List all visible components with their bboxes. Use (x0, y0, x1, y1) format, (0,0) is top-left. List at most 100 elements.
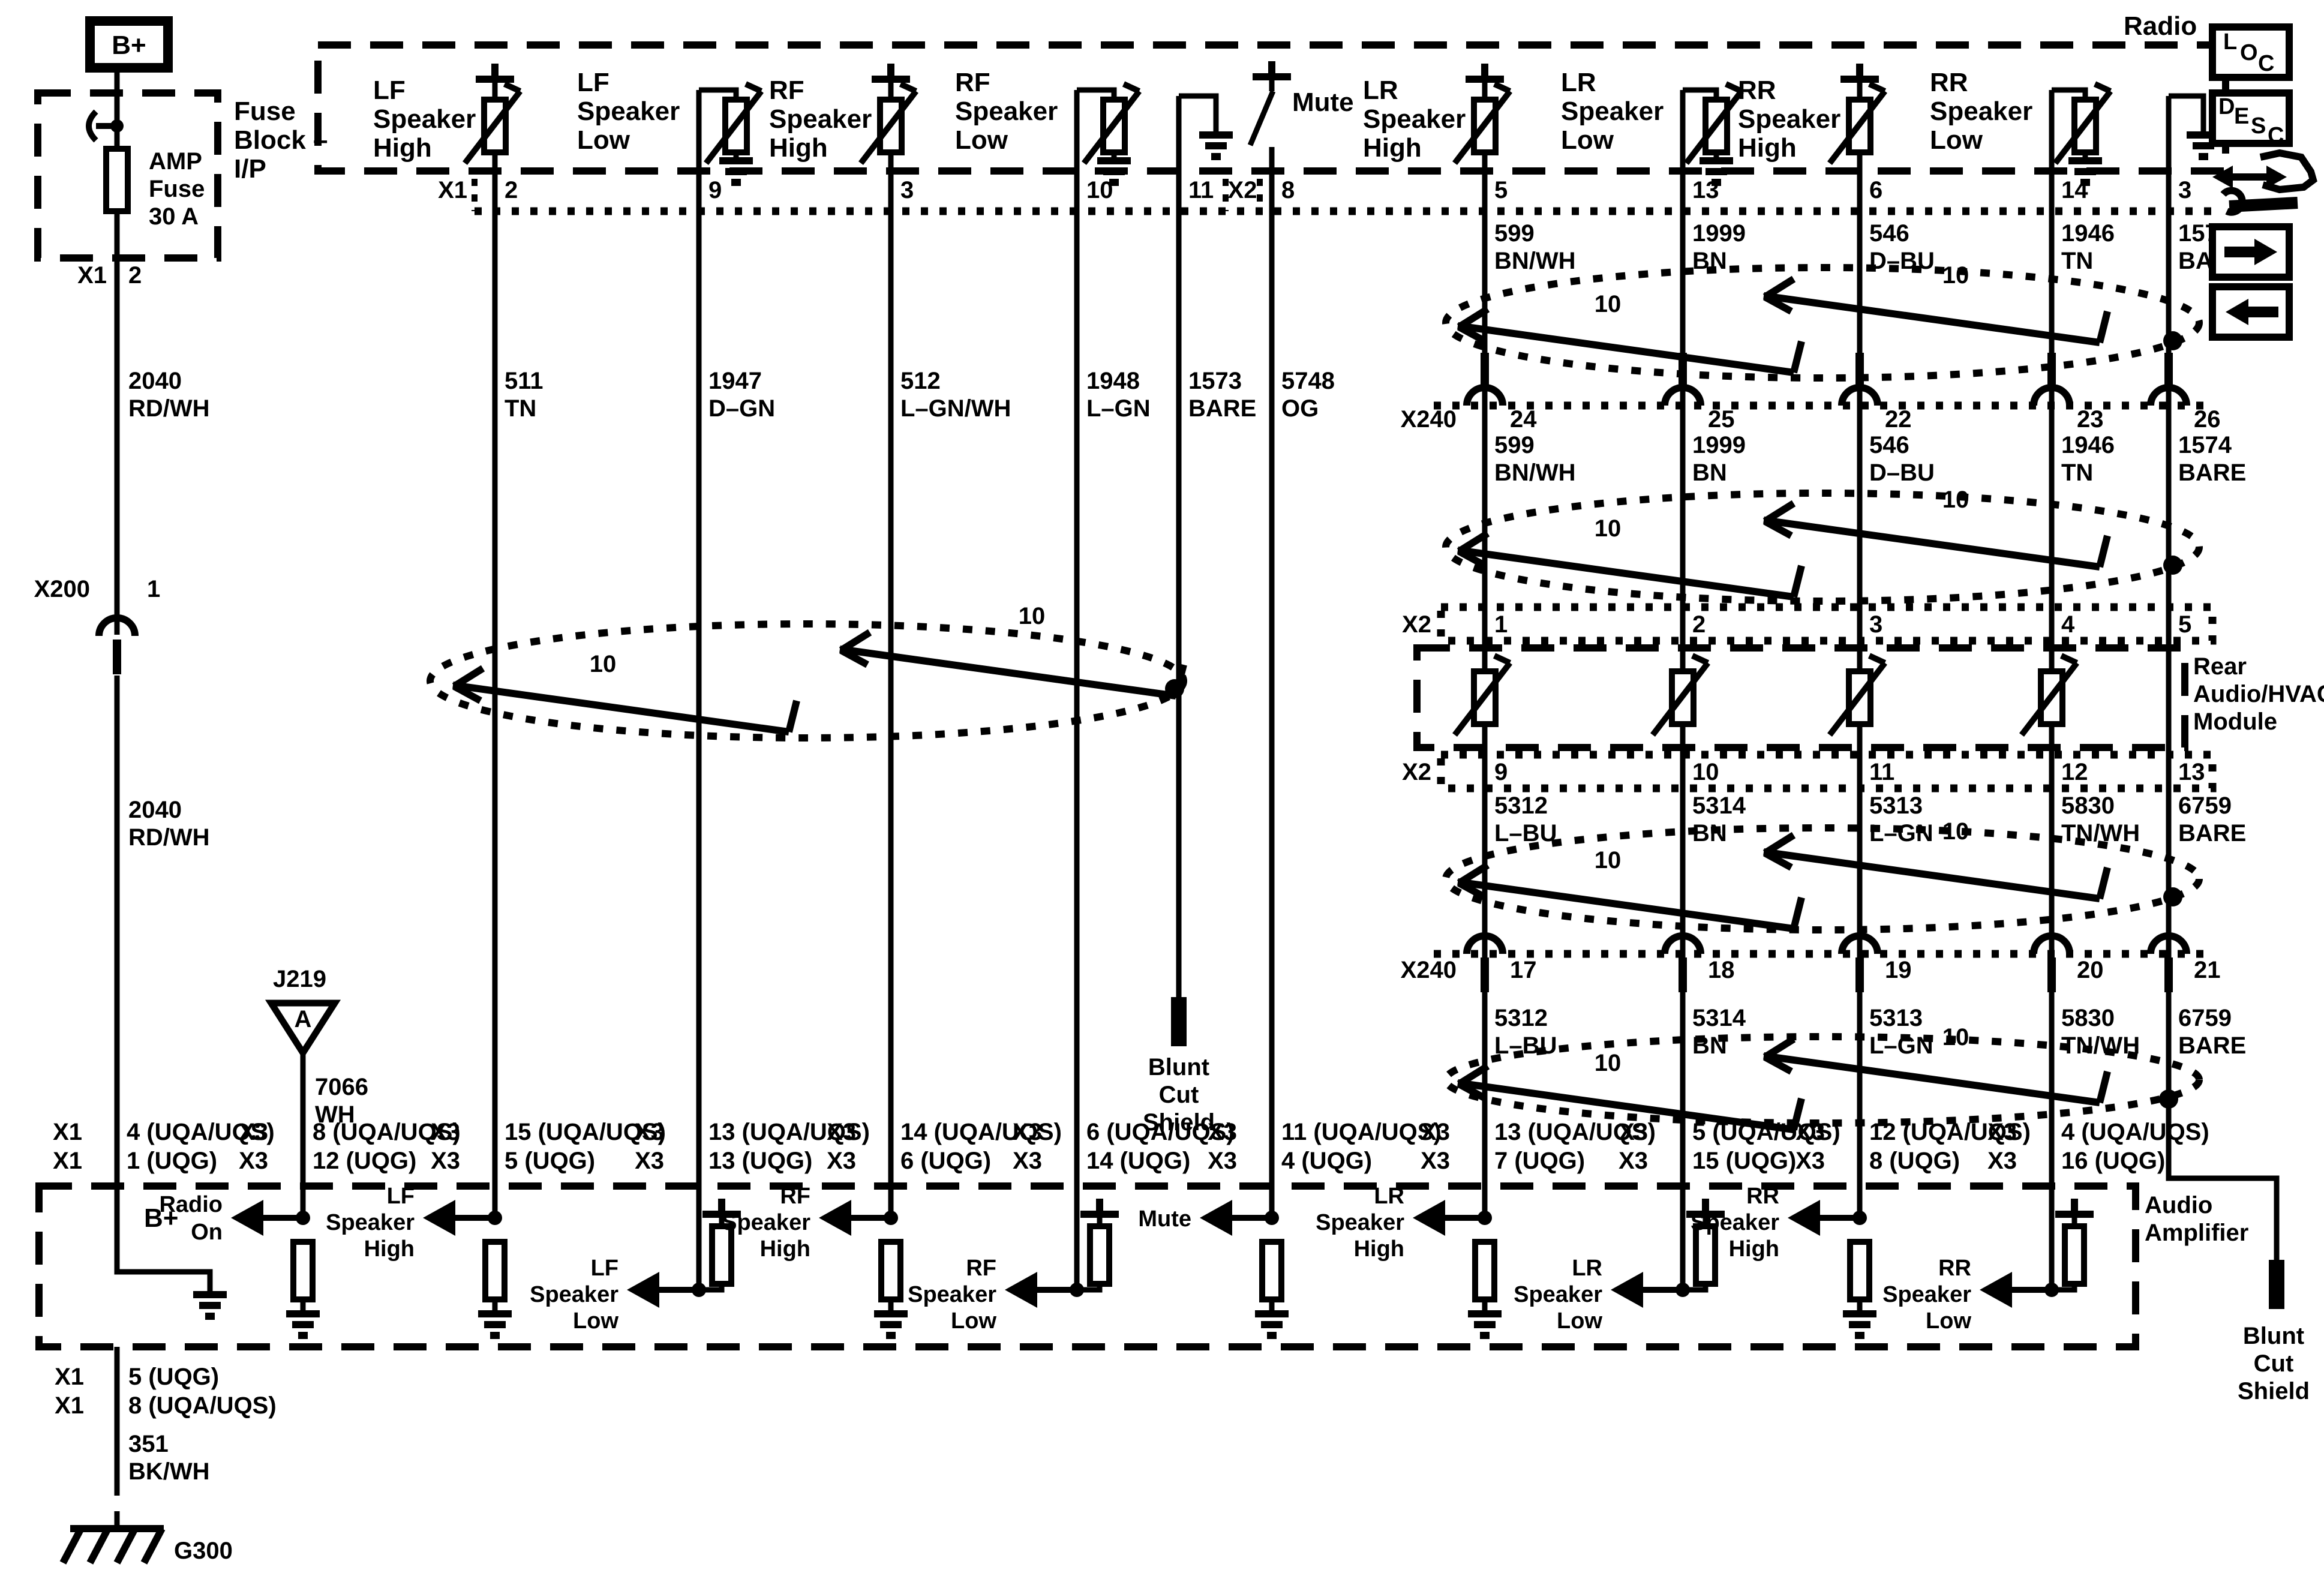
fuse-name: AMP (149, 148, 202, 175)
svg-text:Speaker: Speaker (1691, 1210, 1779, 1235)
radio-channel-labels: LF Speaker High LF Speaker Low RF Speake… (373, 68, 2032, 163)
svg-text:14 (UQG): 14 (UQG) (1086, 1148, 1190, 1174)
svg-text:Low: Low (1930, 125, 1983, 155)
svg-text:C: C (2268, 123, 2284, 148)
svg-text:Low: Low (573, 1308, 618, 1334)
twisted-pair-left: 10 10 (427, 603, 1187, 742)
svg-text:C: C (2258, 51, 2274, 76)
twist-count: 10 (1595, 515, 1622, 542)
svg-text:LR: LR (1572, 1256, 1602, 1281)
svg-text:5 (UQA/UQS): 5 (UQA/UQS) (1692, 1119, 1840, 1145)
svg-text:1573: 1573 (1188, 368, 1242, 394)
svg-text:X3: X3 (239, 1119, 268, 1145)
svg-text:13: 13 (2178, 759, 2205, 785)
svg-text:S: S (2251, 113, 2266, 139)
svg-text:3: 3 (900, 177, 914, 203)
svg-text:Low: Low (1926, 1308, 1971, 1334)
radio-label: Radio (2124, 11, 2197, 41)
svg-text:On: On (191, 1220, 223, 1245)
svg-text:X1: X1 (53, 1119, 82, 1145)
b-plus-label: B+ (112, 31, 146, 60)
svg-text:599: 599 (1494, 432, 1535, 458)
svg-text:L–GN/WH: L–GN/WH (900, 395, 1011, 422)
splice-triangle-icon (265, 999, 341, 1059)
svg-text:5314: 5314 (1692, 1005, 1746, 1031)
svg-text:RD/WH: RD/WH (128, 824, 210, 851)
svg-text:D–BU: D–BU (1869, 460, 1935, 486)
svg-text:X1: X1 (438, 177, 467, 203)
svg-text:X3: X3 (1987, 1148, 2017, 1174)
svg-text:5313: 5313 (1869, 792, 1923, 819)
svg-text:2040: 2040 (128, 797, 182, 823)
svg-text:A: A (295, 1006, 312, 1032)
svg-text:BARE: BARE (2178, 1032, 2246, 1059)
svg-text:X3: X3 (431, 1148, 460, 1174)
svg-text:12 (UQA/UQS): 12 (UQA/UQS) (1869, 1119, 2031, 1145)
svg-text:1: 1 (1494, 611, 1508, 638)
diagnostic-connector-icon[interactable] (2212, 149, 2317, 216)
svg-text:512: 512 (900, 368, 941, 394)
svg-text:BN: BN (1692, 248, 1727, 274)
connector-x200: X200 1 (34, 576, 160, 674)
rear-audio-hvac-module: X2 1 2 3 4 5 Rear Audio/HVAC Module X2 9… (1402, 603, 2324, 792)
svg-text:X3: X3 (635, 1119, 664, 1145)
svg-text:L–GN: L–GN (1086, 395, 1151, 422)
svg-text:X3: X3 (1208, 1148, 1237, 1174)
svg-text:D: D (2218, 94, 2235, 119)
svg-text:X3: X3 (1208, 1119, 1237, 1145)
svg-text:X3: X3 (1421, 1148, 1450, 1174)
svg-text:BN/WH: BN/WH (1494, 460, 1576, 486)
svg-text:4 (UQA/UQS): 4 (UQA/UQS) (127, 1119, 275, 1145)
twist-count: 10 (1942, 487, 1969, 513)
arrow-right-button[interactable] (2209, 223, 2293, 281)
svg-text:22: 22 (1885, 406, 1912, 433)
svg-text:8 (UQA/UQS): 8 (UQA/UQS) (313, 1119, 461, 1145)
svg-text:High: High (1363, 133, 1422, 163)
svg-text:24: 24 (1510, 406, 1537, 433)
splice-j219: J219 A 7066 WH (265, 966, 368, 1128)
twist-count: 10 (590, 651, 617, 677)
svg-text:Low: Low (577, 125, 630, 155)
svg-text:Speaker: Speaker (530, 1282, 618, 1307)
svg-text:7 (UQG): 7 (UQG) (1494, 1148, 1585, 1174)
svg-text:1 (UQG): 1 (UQG) (127, 1148, 217, 1174)
twist-count: 10 (1595, 847, 1622, 873)
svg-text:1574: 1574 (2178, 432, 2232, 458)
svg-text:Blunt: Blunt (1148, 1054, 1209, 1080)
svg-text:5 (UQG): 5 (UQG) (128, 1364, 219, 1390)
svg-text:Rear: Rear (2193, 653, 2247, 680)
arrow-left-button[interactable] (2209, 283, 2293, 341)
svg-text:High: High (760, 1236, 810, 1262)
svg-text:Amplifier: Amplifier (2145, 1220, 2248, 1246)
twist-count: 10 (1942, 262, 1969, 289)
desc-button[interactable]: D E S C (2209, 89, 2293, 148)
svg-text:Shield: Shield (1143, 1109, 1215, 1136)
svg-text:Speaker: Speaker (1882, 1282, 1971, 1307)
loc-button[interactable]: L O C (2209, 23, 2293, 81)
svg-text:4 (UQA/UQS): 4 (UQA/UQS) (2061, 1119, 2209, 1145)
svg-text:13 (UQG): 13 (UQG) (708, 1148, 812, 1174)
svg-text:Low: Low (1557, 1308, 1602, 1334)
svg-text:5830: 5830 (2061, 792, 2115, 819)
svg-text:4: 4 (2061, 611, 2075, 638)
svg-text:7066: 7066 (315, 1074, 368, 1100)
twisted-pair-right-4: 10 10 (1442, 1024, 2203, 1130)
svg-text:RR: RR (1746, 1184, 1779, 1209)
svg-text:X3: X3 (635, 1148, 664, 1174)
svg-text:Speaker: Speaker (577, 97, 680, 126)
svg-text:11: 11 (1188, 177, 1214, 203)
amp-pin-rows: X1 4 (UQA/UQS) X1 1 (UQG) X3 8 (UQA/UQS) X3… (53, 1119, 2209, 1174)
svg-text:L–GN: L–GN (1869, 1032, 1933, 1059)
svg-text:High: High (1729, 1236, 1779, 1262)
svg-text:13 (UQA/UQS): 13 (UQA/UQS) (1494, 1119, 1656, 1145)
svg-text:10: 10 (1692, 759, 1719, 785)
svg-text:TN: TN (505, 395, 536, 422)
svg-text:X1: X1 (53, 1148, 82, 1174)
blunt-cut-shield-1: Blunt Cut Shield (1143, 997, 1215, 1136)
svg-text:X1: X1 (55, 1364, 84, 1390)
svg-text:1946: 1946 (2061, 432, 2115, 458)
module-box (1413, 644, 2188, 751)
svg-text:TN/WH: TN/WH (2061, 1032, 2140, 1059)
